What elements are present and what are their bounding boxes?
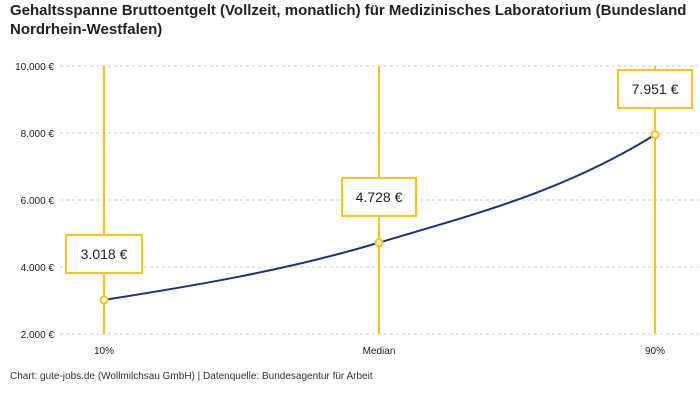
y-tick-label: 10.000 € <box>15 62 54 73</box>
chart-title: Gehaltsspanne Bruttoentgelt (Vollzeit, m… <box>10 2 687 38</box>
y-tick-label: 2.000 € <box>21 330 55 341</box>
data-point-marker <box>374 238 384 248</box>
data-label: 7.951 € <box>617 68 693 109</box>
data-point-marker <box>99 295 109 305</box>
y-tick-label: 6.000 € <box>21 196 55 207</box>
x-tick-label: 90% <box>645 346 665 357</box>
data-point-marker <box>650 130 660 140</box>
chart-source: Chart: gute-jobs.de (Wollmilchsau GmbH) … <box>10 371 373 382</box>
x-tick-label: 10% <box>94 346 114 357</box>
y-tick-label: 8.000 € <box>21 129 55 140</box>
data-label: 4.728 € <box>341 176 417 217</box>
data-label: 3.018 € <box>65 233 143 274</box>
x-tick-label: Median <box>363 346 396 357</box>
y-tick-label: 4.000 € <box>21 263 55 274</box>
